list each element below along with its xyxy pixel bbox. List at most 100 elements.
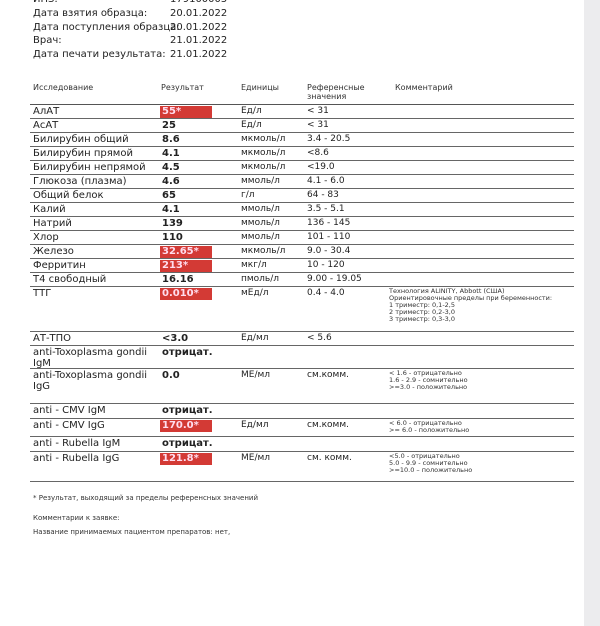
- test-name: anti - CMV IgG: [33, 420, 105, 431]
- result-value: 4.1: [162, 148, 180, 159]
- units: Ед/л: [241, 120, 262, 130]
- header-test: Исследование: [33, 83, 94, 92]
- table-row: Натрий 139 ммоль/л 136 - 145: [30, 217, 574, 231]
- units: мкмоль/л: [241, 148, 286, 158]
- table-row: anti-Toxoplasma gondii IgG 0.0 МЕ/мл см.ком…: [30, 369, 574, 404]
- test-name: Глюкоза (плазма): [33, 176, 127, 187]
- result-value: 25: [162, 120, 176, 131]
- comment: <5.0 - отрицательно 5.0 - 9.9 - сомнител…: [389, 452, 473, 474]
- table-row: Общий белок 65 г/л 64 - 83: [30, 189, 574, 203]
- reference-range: 0.4 - 4.0: [307, 288, 345, 298]
- units: МЕ/мл: [241, 453, 271, 463]
- info-label: Врач:: [33, 35, 62, 47]
- result-value: 121.8*: [160, 453, 212, 465]
- result-value: 110: [162, 232, 183, 243]
- test-name: Билирубин непрямой: [33, 162, 146, 173]
- test-name: anti - CMV IgM: [33, 405, 106, 416]
- units: мкмоль/л: [241, 134, 286, 144]
- table-row: Т4 свободный 16.16 пмоль/л 9.00 - 19.05: [30, 273, 574, 287]
- result-value: 65: [162, 190, 176, 201]
- units: мкг/л: [241, 260, 267, 270]
- result-value: 4.5: [162, 162, 180, 173]
- reference-range: 9.0 - 30.4: [307, 246, 351, 256]
- units: Ед/мл: [241, 420, 269, 430]
- result-value: 8.6: [162, 134, 180, 145]
- result-value: 16.16: [162, 274, 194, 285]
- comment: Технология ALINITY, Abbott (США) Ориенти…: [389, 287, 553, 323]
- info-value: 20.01.2022: [170, 7, 228, 19]
- reference-range: <19.0: [307, 162, 335, 172]
- result-value: отрицат.: [162, 347, 213, 358]
- table-row: Ферритин 213* мкг/л 10 - 120: [30, 259, 574, 273]
- units: Ед/мл: [241, 333, 269, 343]
- reference-range: 9.00 - 19.05: [307, 274, 362, 284]
- test-name: anti - Rubella IgM: [33, 438, 121, 449]
- result-value: 32.65*: [160, 246, 212, 258]
- table-row: АлАТ 55* Ед/л < 31: [30, 105, 574, 119]
- reference-range: 4.1 - 6.0: [307, 176, 345, 186]
- reference-range: см.комм.: [307, 370, 349, 380]
- table-row: Билирубин прямой 4.1 мкмоль/л <8.6: [30, 147, 574, 161]
- units: пмоль/л: [241, 274, 280, 284]
- info-label: Дата поступления образца:: [33, 21, 180, 33]
- test-name: АсАТ: [33, 120, 59, 131]
- header-comment: Комментарий: [395, 83, 453, 92]
- table-row: Железо 32.65* мкмоль/л 9.0 - 30.4: [30, 245, 574, 259]
- test-name: Т4 свободный: [33, 274, 107, 285]
- test-name: Хлор: [33, 232, 59, 243]
- info-value: 179100005: [170, 0, 227, 7]
- test-name: Ферритин: [33, 260, 86, 271]
- reference-range: 3.4 - 20.5: [307, 134, 351, 144]
- test-name: Железо: [33, 246, 74, 257]
- test-name: anti-Toxoplasma gondii IgG: [33, 370, 148, 392]
- reference-range: < 5.6: [307, 333, 332, 343]
- units: мкмоль/л: [241, 246, 286, 256]
- info-value: 21.01.2022: [170, 35, 228, 47]
- test-name: АТ-ТПО: [33, 333, 72, 344]
- table-row: АТ-ТПО <3.0 Ед/мл < 5.6: [30, 332, 574, 346]
- test-name: Калий: [33, 204, 66, 215]
- units: мЕд/л: [241, 288, 269, 298]
- test-name: anti-Toxoplasma gondii IgM: [33, 347, 148, 369]
- table-row: anti - Rubella IgM отрицат.: [30, 437, 574, 452]
- order-comments: Комментарии к заявке:: [33, 514, 120, 522]
- table-row: АсАТ 25 Ед/л < 31: [30, 119, 574, 133]
- comment: < 1.6 - отрицательно 1.6 - 2.9 - сомните…: [389, 369, 468, 391]
- result-value: отрицат.: [162, 438, 213, 449]
- table-row: Хлор 110 ммоль/л 101 - 110: [30, 231, 574, 245]
- header-units: Единицы: [241, 83, 279, 92]
- result-value: 213*: [160, 260, 212, 272]
- info-value: 20.01.2022: [170, 21, 228, 33]
- medications: Название принимаемых пациентом препарато…: [33, 528, 231, 536]
- reference-range: см.комм.: [307, 420, 349, 430]
- units: Ед/л: [241, 106, 262, 116]
- comment: < 6.0 - отрицательно >= 6.0 - положитель…: [389, 419, 470, 434]
- info-value: 21.01.2022: [170, 49, 228, 61]
- header-divider: [30, 104, 574, 105]
- units: ммоль/л: [241, 176, 280, 186]
- table-row: Билирубин общий 8.6 мкмоль/л 3.4 - 20.5: [30, 133, 574, 147]
- result-value: 4.6: [162, 176, 180, 187]
- test-name: Билирубин общий: [33, 134, 129, 145]
- table-row: anti-Toxoplasma gondii IgM отрицат.: [30, 346, 574, 369]
- test-name: Билирубин прямой: [33, 148, 133, 159]
- test-name: ТТГ: [33, 288, 52, 299]
- page-edge-scroll-area: [584, 0, 600, 626]
- result-value: 55*: [160, 106, 212, 118]
- result-value: 170.0*: [160, 420, 212, 432]
- result-value: отрицат.: [162, 405, 213, 416]
- reference-range: см. комм.: [307, 453, 352, 463]
- units: г/л: [241, 190, 255, 200]
- info-label: ИНЗ:: [33, 0, 58, 7]
- table-row: anti - CMV IgM отрицат.: [30, 404, 574, 419]
- reference-range: <8.6: [307, 148, 329, 158]
- result-value: <3.0: [162, 333, 189, 344]
- test-name: anti - Rubella IgG: [33, 453, 120, 464]
- table-row: anti - CMV IgG 170.0* Ед/мл см.комм. < 6.0 -…: [30, 419, 574, 437]
- units: ммоль/л: [241, 218, 280, 228]
- result-value: 4.1: [162, 204, 180, 215]
- header-result: Результат: [161, 83, 204, 92]
- reference-range: 101 - 110: [307, 232, 351, 242]
- result-value: 0.0: [162, 370, 180, 381]
- reference-range: 64 - 83: [307, 190, 339, 200]
